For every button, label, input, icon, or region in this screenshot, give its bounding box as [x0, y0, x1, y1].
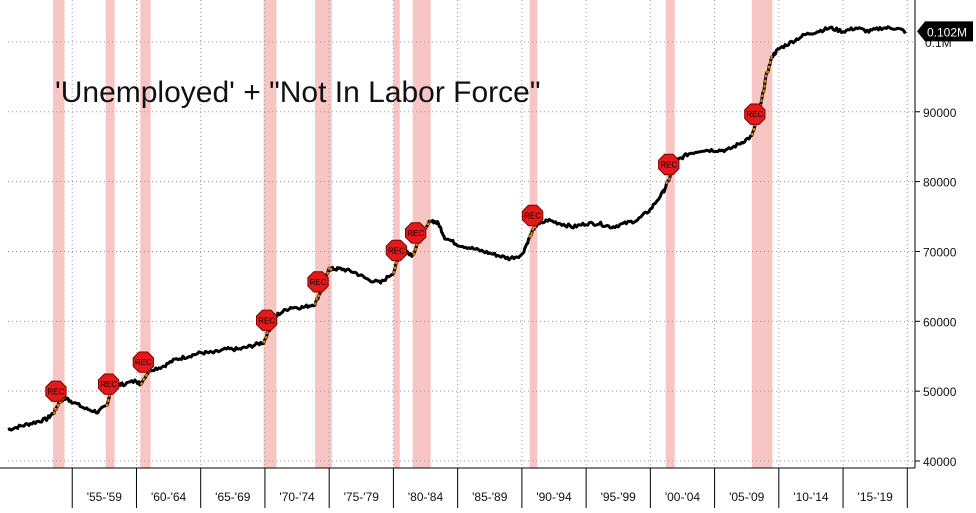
- recession-band: [52, 0, 65, 468]
- rec-marker-label: REC: [258, 316, 275, 325]
- y-tick-label: 60000: [923, 315, 957, 329]
- recession-band: [315, 0, 332, 468]
- x-tick-label: '05-'09: [729, 490, 765, 504]
- axis-labels: 4000050000600007000080000900000.1M'55-'5…: [87, 21, 973, 504]
- recession-band: [105, 0, 115, 468]
- rec-marker-label: REC: [524, 211, 541, 220]
- x-tick-label: '10-'14: [793, 490, 829, 504]
- x-tick-label: '75-'79: [344, 490, 380, 504]
- rec-marker: [658, 153, 680, 176]
- rec-marker-label: REC: [660, 161, 677, 170]
- rec-marker: [98, 373, 120, 395]
- y-tick-label: 40000: [923, 455, 957, 469]
- x-tick-label: '90-'94: [536, 490, 572, 504]
- rec-marker-label: REC: [388, 246, 405, 255]
- series-recession-segment: [140, 368, 151, 386]
- rec-marker: [385, 239, 408, 262]
- y-tick-label: 90000: [923, 106, 957, 120]
- y-tick-label: 70000: [923, 245, 957, 259]
- series-recession-segment: [528, 225, 537, 239]
- rec-marker: [521, 204, 544, 227]
- x-tick-label: '70-'74: [279, 490, 315, 504]
- rec-marker-label: REC: [48, 387, 65, 396]
- rec-marker-label: REC: [310, 278, 327, 287]
- x-tick-label: '15-'19: [858, 490, 894, 504]
- axes: [0, 0, 920, 508]
- recession-band: [393, 0, 400, 468]
- rec-marker: [405, 222, 427, 244]
- chart-title: 'Unemployed' + "Not In Labor Force": [55, 76, 541, 109]
- rec-marker: [132, 351, 154, 373]
- recession-band: [263, 0, 277, 468]
- y-tick-label: 50000: [923, 385, 957, 399]
- x-tick-label: '55-'59: [87, 490, 123, 504]
- rec-marker: [256, 309, 278, 331]
- last-value-label: 0.102M: [927, 25, 967, 39]
- x-tick-label: '60-'64: [151, 490, 187, 504]
- rec-marker-label: REC: [100, 380, 117, 389]
- x-tick-label: '00-'04: [665, 490, 701, 504]
- x-tick-label: '95-'99: [601, 490, 637, 504]
- recession-band: [529, 0, 538, 468]
- rec-marker-label: REC: [746, 110, 763, 119]
- x-tick-label: '80-'84: [408, 490, 444, 504]
- x-tick-label: '65-'69: [215, 490, 251, 504]
- recession-bands: [52, 0, 773, 468]
- last-value-badge: [917, 21, 973, 42]
- x-tick-label: '85-'89: [472, 490, 508, 504]
- rec-marker: [744, 103, 766, 125]
- recession-band: [140, 0, 151, 468]
- rec-marker-label: REC: [407, 229, 424, 238]
- rec-marker: [45, 380, 67, 402]
- recession-band: [665, 0, 675, 468]
- y-tick-label: 80000: [923, 176, 957, 190]
- rec-marker-label: REC: [135, 358, 152, 367]
- rec-marker: [307, 271, 329, 293]
